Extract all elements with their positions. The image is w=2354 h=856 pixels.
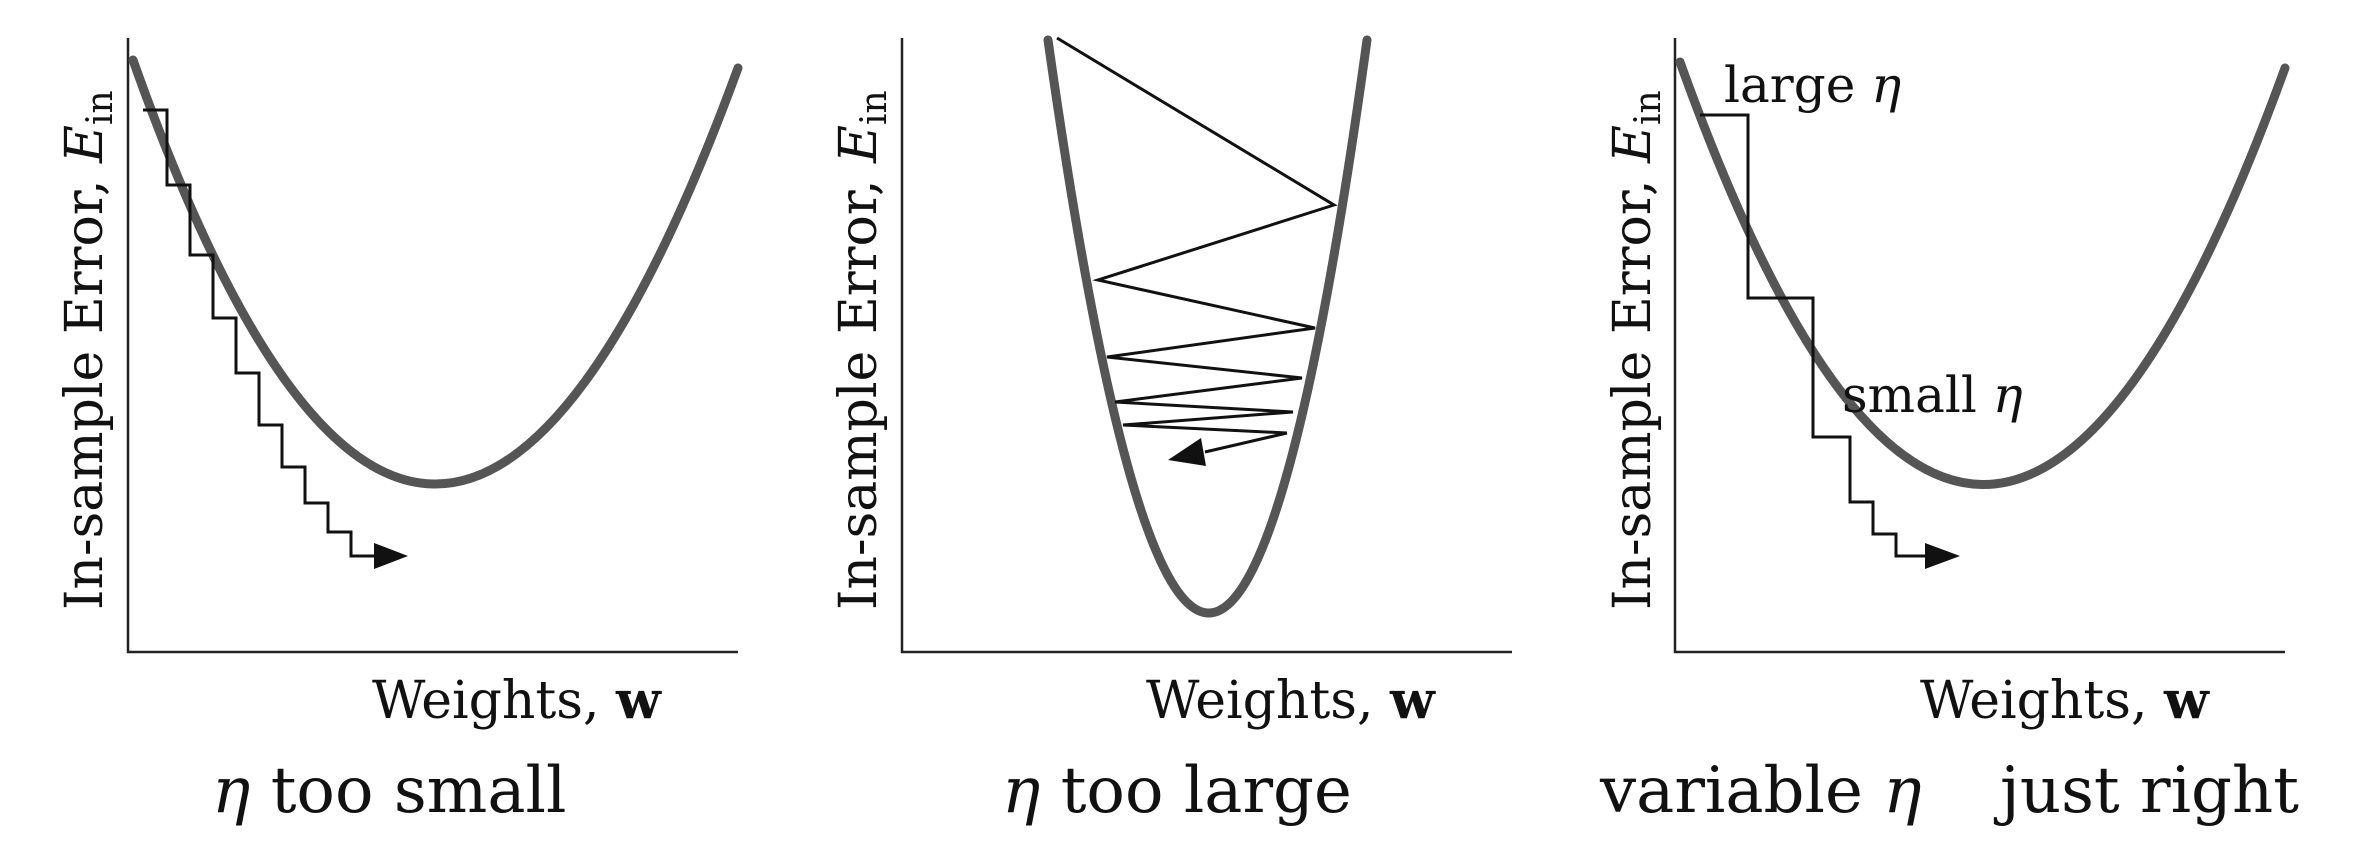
error-curve-panel-1 xyxy=(128,55,743,489)
y-axis-label-panel-2: In-sample Error, Ein xyxy=(829,90,895,610)
annotation-small-text: small xyxy=(1842,366,1993,424)
descent-steps-panel-1 xyxy=(143,108,374,558)
y-axis-label-var: E xyxy=(55,125,115,164)
annotation-large-text: large xyxy=(1724,56,1871,114)
arrow-head-panel-3 xyxy=(1925,543,1960,569)
annotation-small-eta: small η xyxy=(1842,366,2023,424)
x-axis-label-text: Weights, xyxy=(372,671,616,731)
y-axis-label-sub: in xyxy=(80,90,121,125)
x-axis-label-text: Weights, xyxy=(1920,671,2164,731)
annotation-eta: η xyxy=(1871,56,1901,114)
x-axis-label-panel-2: Weights, w xyxy=(1146,670,1436,731)
annotation-eta: η xyxy=(1993,366,2023,424)
axes-panel-3 xyxy=(1673,38,2285,654)
x-axis-label-text: Weights, xyxy=(1146,671,1390,731)
y-axis-label-panel-1: In-sample Error, Ein xyxy=(55,90,121,610)
y-axis-label-var: E xyxy=(1603,125,1663,164)
panel-eta-too-small: In-sample Error, Ein Weights, w η too sm… xyxy=(55,38,743,828)
y-axis-label-var: E xyxy=(829,125,889,164)
panel-variable-eta: large η small η In-sample Error, Ein Wei… xyxy=(1599,38,2299,828)
axes-panel-2 xyxy=(900,38,1512,654)
x-axis-label-var: w xyxy=(615,670,662,731)
caption-pre: variable xyxy=(1599,754,1883,828)
caption-text: too large xyxy=(1040,754,1352,828)
y-axis-label-panel-3: In-sample Error, Ein xyxy=(1603,90,1669,610)
error-curve-panel-2 xyxy=(1043,35,1372,618)
y-axis-label-sub: in xyxy=(854,90,895,125)
descent-steps-panel-2 xyxy=(1056,36,1338,435)
arrow-shaft-panel-2 xyxy=(1204,431,1288,454)
y-axis-label-text: In-sample Error, xyxy=(1603,163,1663,610)
error-curve-panel-3 xyxy=(1675,57,2290,489)
arrow-head-panel-1 xyxy=(374,543,408,569)
descent-steps-panel-3 xyxy=(1700,113,1925,558)
annotation-large-eta: large η xyxy=(1724,56,1901,114)
y-axis-label-sub: in xyxy=(1628,90,1669,125)
x-axis-label-var: w xyxy=(2163,670,2210,731)
caption-panel-1: η too small xyxy=(212,754,566,828)
caption-eta: η xyxy=(1883,754,1921,828)
axes-panel-1 xyxy=(126,38,738,654)
caption-panel-3-left: variable η xyxy=(1599,754,1922,828)
caption-eta: η xyxy=(212,754,250,828)
caption-text: too small xyxy=(250,754,566,828)
caption-panel-2: η too large xyxy=(1002,754,1352,828)
x-axis-label-panel-3: Weights, w xyxy=(1920,670,2210,731)
caption-eta: η xyxy=(1002,754,1040,828)
panel-eta-too-large: In-sample Error, Ein Weights, w η too la… xyxy=(829,35,1512,828)
arrow-head-panel-2 xyxy=(1168,438,1206,466)
caption-panel-3-right: just right xyxy=(1993,754,2299,828)
x-axis-label-var: w xyxy=(1389,670,1436,731)
y-axis-label-text: In-sample Error, xyxy=(55,163,115,610)
y-axis-label-text: In-sample Error, xyxy=(829,163,889,610)
x-axis-label-panel-1: Weights, w xyxy=(372,670,662,731)
